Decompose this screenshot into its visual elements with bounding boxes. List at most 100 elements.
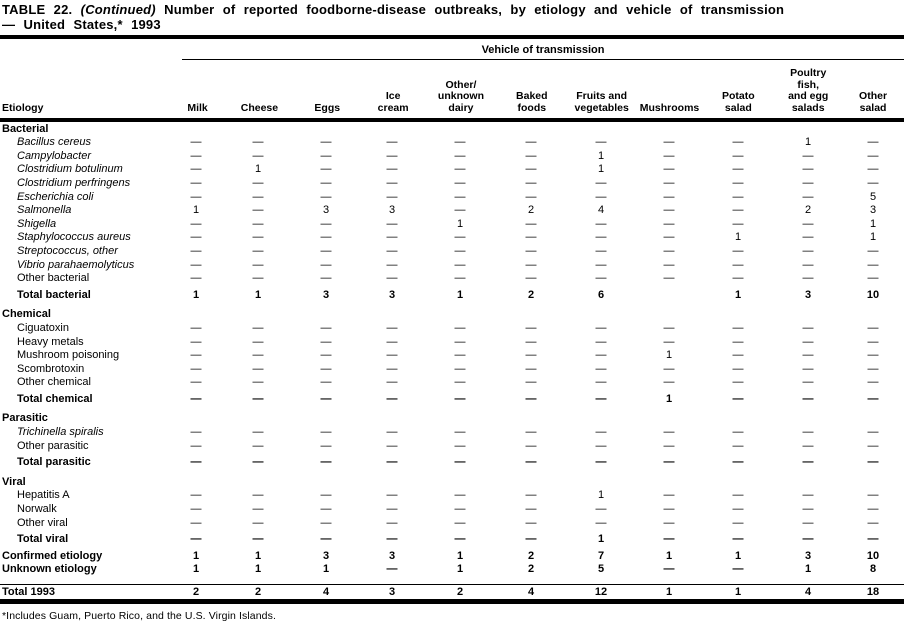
cell: — <box>386 258 398 271</box>
cell: 3 <box>388 549 396 562</box>
table-row: Viral <box>0 475 904 489</box>
cell: — <box>525 258 537 271</box>
cell: — <box>252 376 264 389</box>
cell: — <box>320 376 332 389</box>
table-row: Clostridium botulinum — 1 — — — — 1 — — — — <box>0 163 904 177</box>
cell: 1 <box>456 549 464 562</box>
row-label: Norwalk <box>17 503 57 516</box>
row-label: Campylobacter <box>17 149 91 162</box>
cell: — <box>386 456 398 469</box>
cell: — <box>454 321 466 334</box>
cell: — <box>595 272 607 285</box>
cell: — <box>525 321 537 334</box>
cell: — <box>252 335 264 348</box>
table-row: Norwalk — — — — — — — — — — — <box>0 502 904 516</box>
cell: — <box>190 217 202 230</box>
cell: — <box>386 321 398 334</box>
cell: 1 <box>254 288 262 301</box>
cell <box>360 475 424 489</box>
cell: — <box>525 503 537 516</box>
cell: — <box>732 439 744 452</box>
cell: 4 <box>804 586 812 598</box>
cell: — <box>802 163 814 176</box>
cell: — <box>595 392 607 405</box>
column-header-row: Etiology Milk Cheese Eggs Ice cream Other/ un… <box>0 67 904 114</box>
cell: — <box>454 176 466 189</box>
row-label: Hepatitis A <box>17 489 70 502</box>
cell: — <box>732 503 744 516</box>
cell: 3 <box>322 288 330 301</box>
cell: 12 <box>594 586 608 598</box>
cell: 1 <box>734 288 742 301</box>
cell: — <box>525 456 537 469</box>
cell: — <box>525 163 537 176</box>
cell: 2 <box>527 549 535 562</box>
cell: — <box>190 456 202 469</box>
cell: — <box>190 516 202 529</box>
cell: — <box>595 217 607 230</box>
table-row: Total 1993 2 2 4 3 2 4 12 1 1 4 18 <box>0 585 904 599</box>
cell: — <box>252 136 264 149</box>
cell: — <box>663 439 675 452</box>
row-label: Ciguatoxin <box>17 321 69 334</box>
cell: — <box>386 190 398 203</box>
cell <box>702 412 774 426</box>
cell: — <box>252 190 264 203</box>
cell: — <box>663 516 675 529</box>
row-label: Bacillus cereus <box>17 136 91 149</box>
cell <box>636 475 702 489</box>
cell: — <box>525 426 537 439</box>
cell: 6 <box>597 288 605 301</box>
cell: — <box>190 503 202 516</box>
cell <box>496 122 566 136</box>
cell: — <box>386 231 398 244</box>
cell: — <box>732 190 744 203</box>
cell: — <box>386 149 398 162</box>
cell: — <box>320 136 332 149</box>
cell: — <box>320 176 332 189</box>
cell <box>424 122 496 136</box>
cell: 1 <box>456 288 464 301</box>
cell: — <box>663 335 675 348</box>
rule-row <box>0 576 904 586</box>
cell: 3 <box>869 204 877 217</box>
table-row: Bacterial <box>0 122 904 136</box>
cell: — <box>320 231 332 244</box>
row-label: Clostridium botulinum <box>17 163 123 176</box>
cell: — <box>663 176 675 189</box>
cell <box>224 122 292 136</box>
row-label: Other chemical <box>17 376 91 389</box>
cell: — <box>454 426 466 439</box>
row-label: Total parasitic <box>17 456 91 469</box>
cell: — <box>802 217 814 230</box>
cell: — <box>525 362 537 375</box>
bottom-rule <box>0 599 904 604</box>
cell: 2 <box>192 586 200 598</box>
cell: — <box>320 516 332 529</box>
cell: — <box>386 439 398 452</box>
cell: — <box>525 516 537 529</box>
cell: — <box>525 244 537 257</box>
table-row: Heavy metals — — — — — — — — — — — <box>0 335 904 349</box>
cell: — <box>802 392 814 405</box>
cell: — <box>252 272 264 285</box>
cell: — <box>802 335 814 348</box>
cell: — <box>732 392 744 405</box>
cell: — <box>867 503 879 516</box>
cell: — <box>454 456 466 469</box>
cell: — <box>732 321 744 334</box>
cell: — <box>732 272 744 285</box>
cell: — <box>320 321 332 334</box>
cell: — <box>867 163 879 176</box>
table-title-number: TABLE 22. <box>2 2 73 17</box>
cell: — <box>525 190 537 203</box>
row-label: Parasitic <box>2 412 48 425</box>
cell: — <box>595 244 607 257</box>
cell: — <box>525 149 537 162</box>
cell: — <box>867 516 879 529</box>
cell: — <box>663 272 675 285</box>
cell: 1 <box>804 136 812 149</box>
pre-total-rule <box>0 584 904 586</box>
cell: — <box>595 335 607 348</box>
cell: — <box>190 439 202 452</box>
